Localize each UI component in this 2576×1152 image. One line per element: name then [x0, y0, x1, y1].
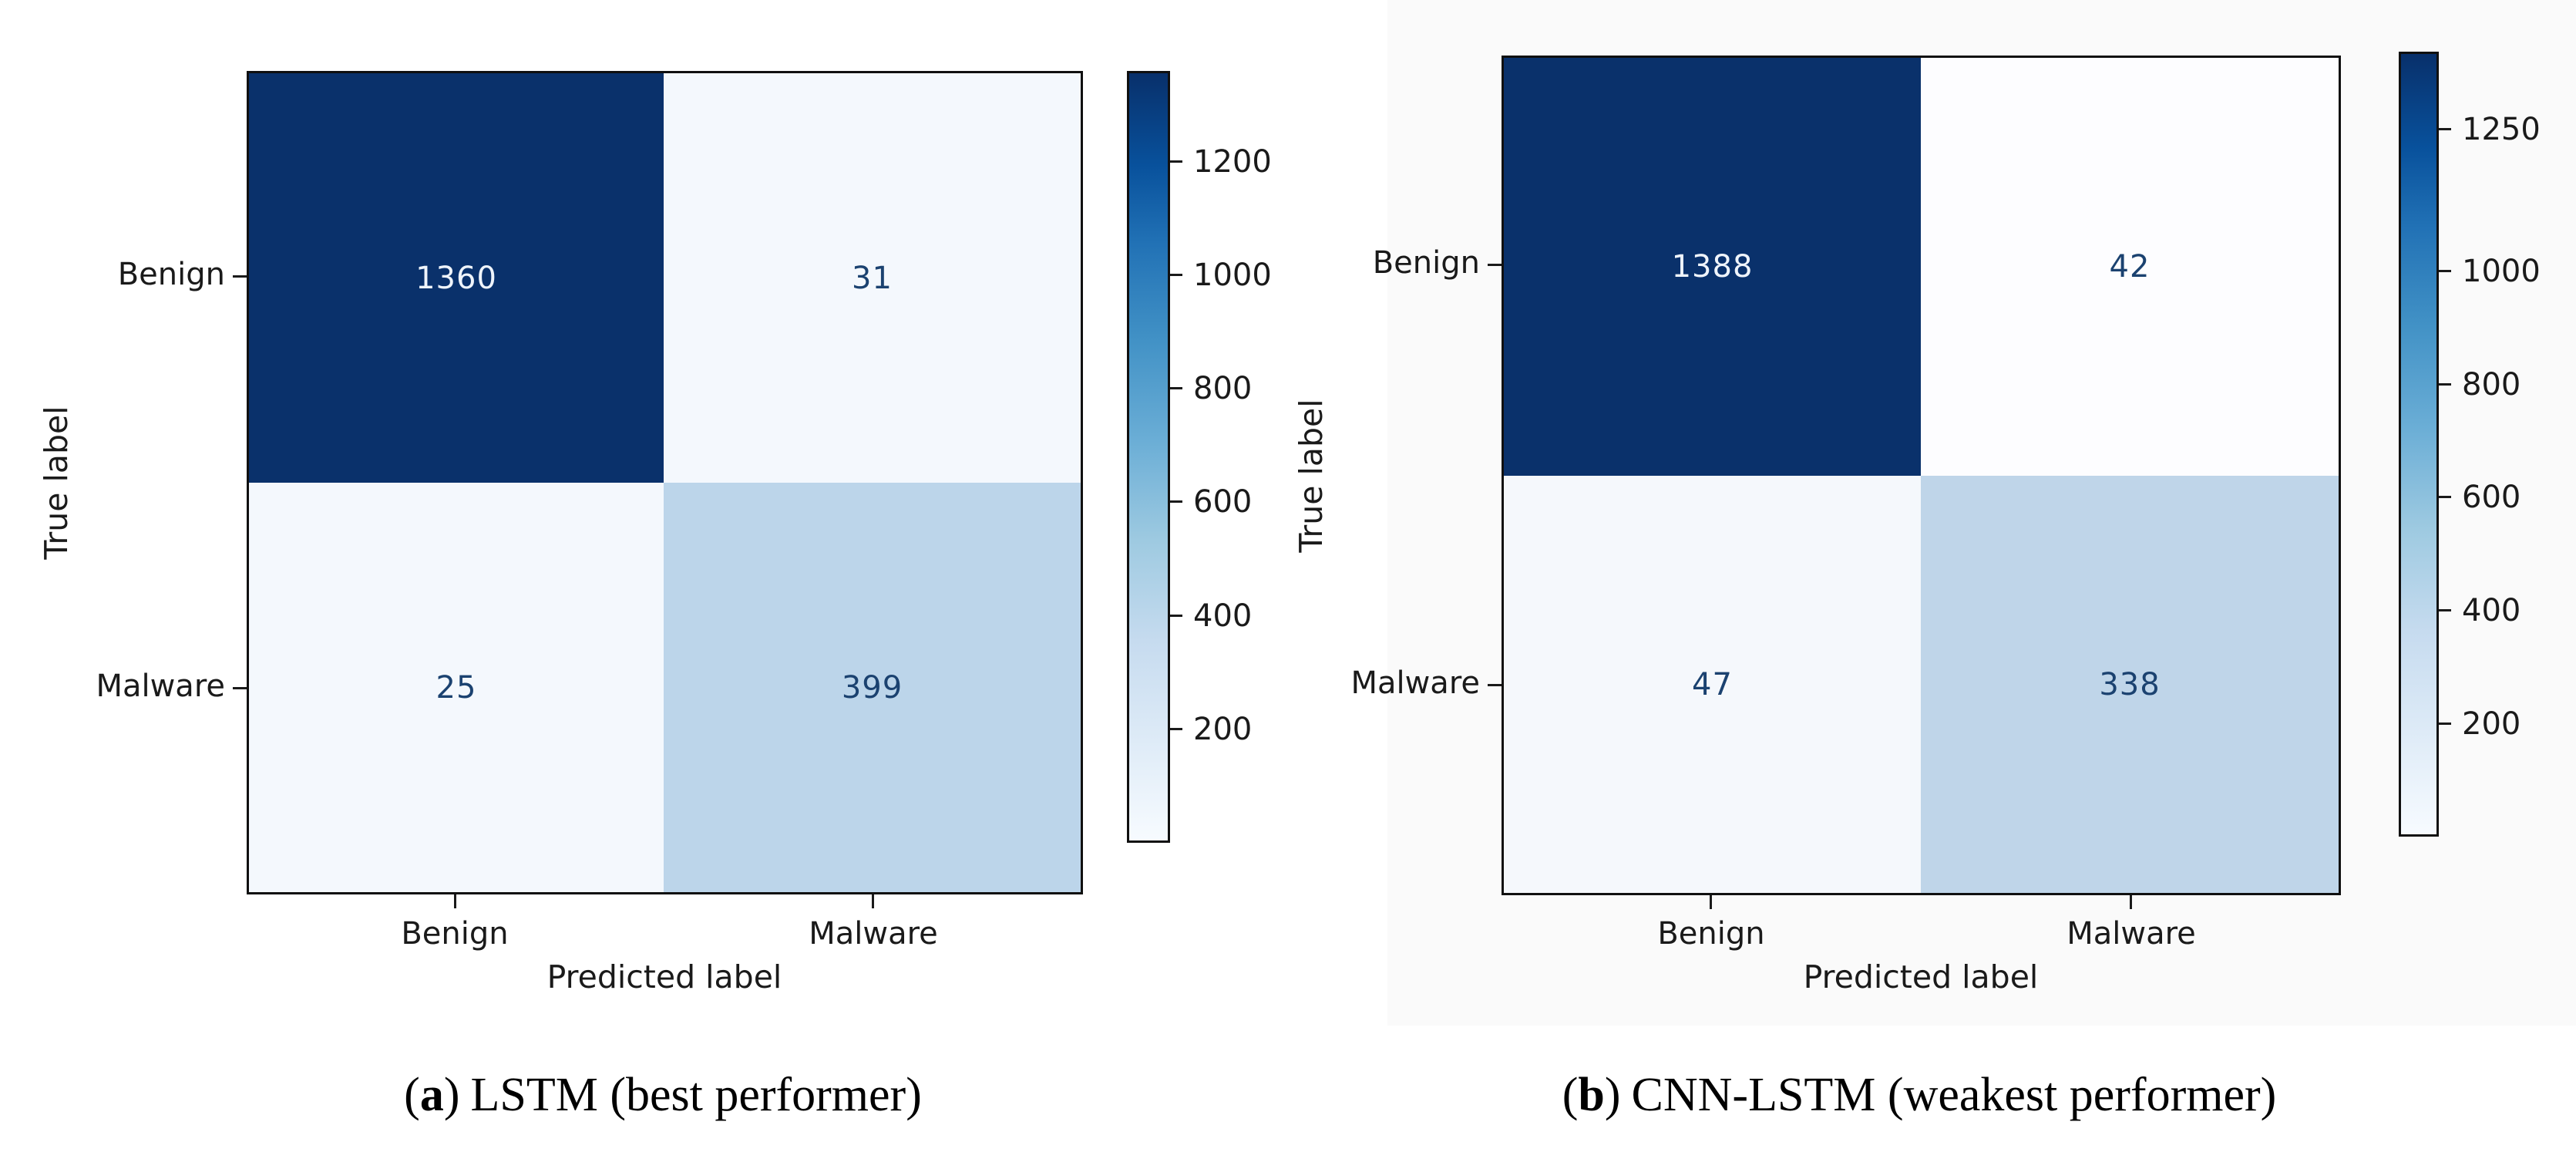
y-axis-label-a: True label	[38, 406, 75, 560]
colorbar-tick-mark	[1170, 274, 1182, 276]
colorbar-tick-mark	[2439, 609, 2451, 611]
x-tick-label-benign-b: Benign	[1657, 916, 1765, 952]
caption-text: CNN-LSTM (weakest performer)	[1631, 1069, 2277, 1121]
matrix-cell-a-r0c0: 1360	[249, 73, 664, 483]
colorbar-tick-mark	[1170, 387, 1182, 389]
y-tick-label-benign-a: Benign	[117, 257, 225, 292]
x-tick-label-benign-a: Benign	[401, 916, 509, 952]
colorbar-tick-label: 1200	[1193, 144, 1272, 180]
colorbar-tick-label: 1000	[1193, 258, 1272, 293]
x-axis-label-b: Predicted label	[1803, 958, 2039, 995]
cell-value: 399	[841, 669, 903, 706]
colorbar-tick-label: 200	[1193, 712, 1253, 747]
x-tick-mark	[2130, 895, 2132, 909]
heatmap-axes-b: 1388 42 47 338	[1502, 56, 2341, 895]
cell-value: 47	[1692, 666, 1733, 702]
x-tick-mark	[872, 894, 874, 908]
colorbar-tick-label: 800	[2462, 367, 2521, 403]
matrix-cell-b-r1c1: 338	[1921, 476, 2339, 893]
x-tick-mark	[454, 894, 456, 908]
cell-value: 31	[852, 260, 893, 296]
caption-paren: (	[1562, 1069, 1579, 1121]
y-tick-label-benign-b: Benign	[1372, 245, 1480, 281]
colorbar-tick-label: 400	[1193, 598, 1253, 634]
cell-value: 1360	[415, 260, 497, 296]
heatmap-axes-a: 1360 31 25 399	[247, 71, 1083, 894]
y-tick-label-malware-a: Malware	[96, 669, 225, 704]
colorbar-tick-label: 400	[2462, 593, 2521, 628]
y-tick-mark	[233, 687, 247, 689]
matrix-cell-b-r1c0: 47	[1504, 476, 1921, 893]
colorbar-tick-mark	[1170, 160, 1182, 163]
matrix-cell-a-r0c1: 31	[664, 73, 1081, 483]
caption-letter: b	[1578, 1069, 1605, 1121]
x-tick-mark	[1710, 895, 1712, 909]
y-tick-mark	[233, 275, 247, 278]
matrix-cell-b-r0c0: 1388	[1504, 58, 1921, 476]
cell-value: 338	[2099, 666, 2161, 702]
colorbar-tick-mark	[2439, 270, 2451, 272]
matrix-cell-a-r1c0: 25	[249, 483, 664, 892]
x-tick-label-malware-a: Malware	[809, 916, 938, 952]
y-tick-mark	[1488, 684, 1502, 686]
caption-a: (a) LSTM (best performer)	[200, 1068, 1125, 1123]
x-axis-label-a: Predicted label	[546, 958, 782, 995]
colorbar-tick-label: 800	[1193, 371, 1253, 406]
caption-paren: )	[1604, 1069, 1621, 1121]
colorbar-b	[2399, 52, 2439, 837]
colorbar-a	[1127, 71, 1170, 843]
colorbar-tick-mark	[1170, 500, 1182, 503]
cell-value: 42	[2109, 249, 2151, 285]
colorbar-tick-mark	[2439, 723, 2451, 725]
cell-value: 1388	[1671, 249, 1754, 285]
y-tick-mark	[1488, 264, 1502, 266]
caption-paren: )	[443, 1069, 460, 1121]
colorbar-tick-mark	[1170, 728, 1182, 730]
matrix-cell-a-r1c1: 399	[664, 483, 1081, 892]
y-tick-label-malware-b: Malware	[1350, 665, 1480, 701]
matrix-cell-b-r0c1: 42	[1921, 58, 2339, 476]
cell-value: 25	[435, 669, 477, 706]
caption-paren: (	[404, 1069, 420, 1121]
caption-letter: a	[419, 1069, 444, 1121]
colorbar-tick-label: 600	[2462, 480, 2521, 515]
colorbar-tick-mark	[2439, 496, 2451, 498]
colorbar-tick-mark	[2439, 383, 2451, 386]
y-axis-label-b: True label	[1293, 399, 1330, 553]
x-tick-label-malware-b: Malware	[2067, 916, 2196, 952]
colorbar-tick-label: 200	[2462, 706, 2521, 742]
caption-text: LSTM (best performer)	[470, 1069, 922, 1121]
colorbar-tick-label: 600	[1193, 484, 1253, 520]
caption-b: (b) CNN-LSTM (weakest performer)	[1303, 1068, 2536, 1123]
colorbar-tick-mark	[1170, 615, 1182, 617]
colorbar-tick-label: 1250	[2462, 112, 2541, 147]
colorbar-tick-mark	[2439, 128, 2451, 130]
colorbar-tick-label: 1000	[2462, 254, 2541, 289]
